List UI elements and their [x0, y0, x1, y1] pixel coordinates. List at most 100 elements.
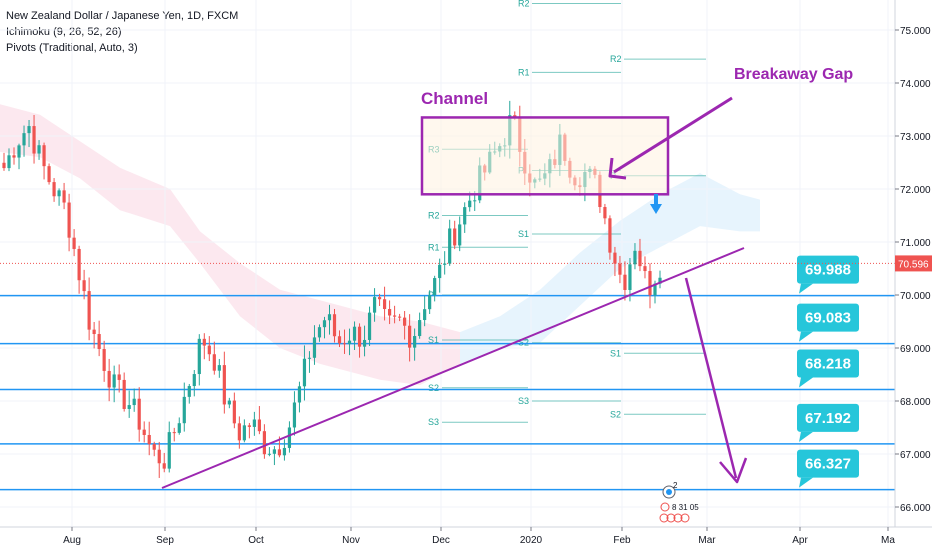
candle-body: [142, 429, 146, 435]
candle-body: [292, 402, 297, 428]
candle-body: [162, 463, 166, 469]
candle-body: [202, 338, 206, 346]
candle-body: [342, 343, 347, 345]
candle-body: [237, 423, 241, 441]
pivot-label-s1: S1: [610, 348, 621, 358]
candle-body: [463, 207, 467, 225]
candle-body: [67, 202, 71, 238]
time-tick-label: Feb: [613, 535, 631, 546]
candle-body: [347, 340, 352, 345]
candle-body: [367, 312, 372, 340]
level-badge-value: 69.083: [805, 310, 851, 327]
event-marker-dot: [666, 489, 672, 495]
candle-body: [52, 182, 56, 197]
event-marker-icon: [673, 513, 683, 523]
candle-body: [27, 126, 31, 134]
candle-body: [387, 309, 392, 316]
current-price-value: 70.596: [898, 259, 929, 270]
price-tick-label: 74.000: [900, 79, 931, 90]
candle-body: [633, 250, 637, 265]
time-tick-label: Sep: [156, 535, 174, 546]
time-tick-label: Ma: [881, 535, 895, 546]
candle-body: [613, 252, 617, 264]
candle-body: [92, 329, 96, 335]
candle-body: [22, 133, 26, 146]
candle-body: [658, 277, 662, 284]
candle-body: [322, 320, 327, 328]
candle-body: [423, 309, 427, 321]
candle-body: [297, 386, 302, 403]
price-tick-label: 75.000: [900, 26, 931, 37]
candle-body: [653, 283, 657, 296]
candle-body: [247, 425, 251, 427]
level-badge: [797, 449, 859, 478]
price-tick-label: 71.000: [900, 238, 931, 249]
candle-body: [222, 365, 226, 405]
candle-body: [252, 419, 256, 427]
candle-body: [623, 274, 627, 290]
candle-body: [262, 431, 266, 455]
candle-body: [618, 263, 622, 275]
pivot-label-r2: R2: [610, 54, 622, 64]
candle-body: [267, 453, 272, 455]
candle-body: [172, 432, 176, 434]
time-tick-label: Aug: [63, 535, 81, 546]
time-tick-label: Mar: [698, 535, 716, 546]
candle-body: [152, 444, 156, 450]
breakaway-gap-label: Breakaway Gap: [734, 66, 853, 83]
ichimoku-cloud-bullish: [460, 173, 760, 364]
candle-body: [107, 370, 111, 388]
price-tick-label: 69.000: [900, 344, 931, 355]
candle-body: [312, 337, 317, 358]
candle-body: [102, 349, 106, 371]
candle-body: [217, 365, 221, 371]
price-tick-label: 73.000: [900, 132, 931, 143]
candle-body: [282, 447, 287, 456]
time-axis-bg: [0, 527, 932, 550]
down-marker-stem: [654, 194, 658, 204]
candle-body: [443, 263, 447, 265]
candle-body: [337, 336, 342, 344]
candle-body: [207, 345, 211, 355]
candle-body: [137, 398, 141, 430]
pivot-label-s2: S2: [428, 383, 439, 393]
candle-body: [77, 248, 81, 281]
level-badge-pointer: [799, 477, 813, 488]
candle-body: [433, 278, 437, 296]
candle-body: [132, 398, 136, 406]
event-marker-icon: [660, 502, 670, 512]
candle-body: [192, 374, 196, 387]
price-tick-label: 72.000: [900, 185, 931, 196]
pivot-label-r1: R1: [518, 67, 530, 77]
candle-body: [167, 432, 171, 469]
candle-body: [608, 218, 612, 253]
candle-body: [357, 326, 362, 347]
candle-body: [182, 396, 186, 424]
candle-body: [227, 400, 231, 405]
candle-body: [428, 295, 432, 310]
time-tick-label: 2020: [520, 535, 543, 546]
candle-body: [287, 427, 292, 448]
candle-body: [453, 228, 457, 246]
candle-body: [643, 266, 647, 272]
candle-body: [438, 264, 442, 279]
candle-body: [87, 291, 91, 330]
price-tick-label: 67.000: [900, 450, 931, 461]
pivot-label-s2: S2: [610, 409, 621, 419]
level-badge: [797, 403, 859, 432]
level-badge-value: 69.988: [805, 262, 851, 279]
candle-body: [648, 271, 652, 296]
candle-body: [17, 145, 21, 158]
candle-body: [127, 405, 131, 409]
candle-body: [42, 145, 46, 167]
candle-body: [157, 449, 161, 464]
candle-body: [62, 190, 66, 203]
candle-body: [352, 326, 357, 341]
time-tick-label: Apr: [792, 535, 808, 546]
breakaway-gap-arrow: [613, 96, 733, 174]
candle-body: [377, 297, 382, 300]
time-tick-label: Oct: [248, 535, 264, 546]
candle-body: [57, 190, 61, 197]
breakaway-gap-arrowhead: [608, 157, 627, 180]
